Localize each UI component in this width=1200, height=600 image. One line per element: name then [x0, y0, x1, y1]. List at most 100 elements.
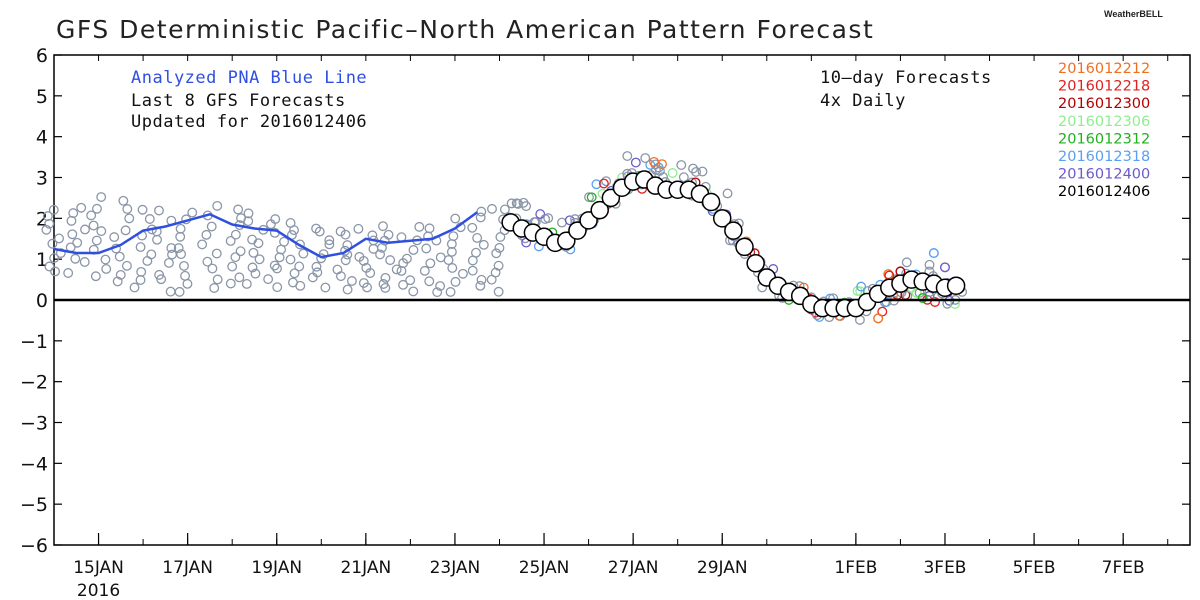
latest-marker [701, 192, 721, 212]
history-marker [324, 239, 335, 250]
forecast-marker [598, 178, 609, 189]
history-marker [241, 279, 252, 289]
history-marker [90, 271, 101, 282]
history-marker [174, 286, 185, 297]
history-marker [457, 268, 468, 279]
history-marker [247, 262, 258, 273]
history-marker [414, 221, 425, 232]
history-marker [405, 275, 416, 286]
history-marker [450, 276, 461, 287]
history-marker [135, 242, 146, 253]
y-tick-label: 0 [36, 290, 48, 312]
history-marker [67, 229, 78, 240]
x-tick-label: 1FEB [834, 558, 877, 578]
history-marker [44, 218, 55, 229]
history-marker [136, 266, 147, 277]
history-marker [250, 268, 261, 279]
forecast-end-marker [917, 292, 928, 303]
history-marker [154, 269, 165, 280]
history-marker [335, 271, 346, 282]
forecast-marker [521, 201, 532, 212]
latest-forecast-markers [501, 170, 966, 318]
forecast-marker [601, 176, 612, 187]
forecast-marker [676, 160, 687, 170]
history-marker [182, 278, 193, 289]
history-marker [342, 284, 353, 295]
history-marker [233, 204, 244, 215]
history-marker [289, 268, 300, 279]
y-tick-label: 1 [36, 249, 48, 271]
history-marker [467, 222, 478, 233]
history-marker [243, 216, 254, 227]
forecast-marker [722, 188, 733, 199]
history-marker [312, 267, 323, 278]
history-marker [154, 205, 164, 216]
history-marker [247, 234, 258, 245]
right-annotation: 10–day Forecasts 4x Daily [820, 68, 991, 111]
annotation-4x-daily: 4x Daily [820, 91, 906, 111]
history-marker [311, 261, 322, 272]
history-marker [79, 257, 90, 267]
history-marker [209, 283, 220, 293]
history-marker [254, 254, 265, 265]
forecast-end-marker [928, 248, 939, 259]
x-tick-label: 3FEB [923, 558, 966, 578]
history-marker [493, 260, 504, 271]
annotation-updated: Updated for 2016012406 [131, 112, 367, 132]
latest-marker [946, 276, 966, 295]
history-marker [118, 195, 129, 206]
history-marker [353, 223, 364, 234]
history-marker [272, 282, 283, 293]
history-marker [270, 214, 281, 225]
history-marker [398, 279, 409, 290]
legend-entry: 2016012406 [1058, 184, 1150, 200]
history-marker [408, 286, 419, 297]
forecast-marker [564, 215, 575, 226]
history-marker [80, 224, 90, 235]
history-marker [173, 243, 184, 254]
history-marker [137, 204, 148, 215]
x-tick-label: 21JAN [340, 558, 391, 578]
forecast-marker [622, 151, 633, 162]
history-marker [358, 278, 369, 288]
history-marker [408, 245, 419, 255]
x-axis: 15JAN 17JAN 19JAN 21JAN 23JAN 25JAN 27JAN 29JAN… [53, 55, 1169, 600]
x-tick-label: 23JAN [430, 558, 481, 578]
history-marker [235, 246, 246, 257]
history-marker [494, 242, 505, 253]
history-marker [86, 210, 97, 221]
history-marker [295, 239, 305, 250]
y-tick-label: −5 [20, 494, 48, 516]
history-marker [121, 260, 132, 271]
forecast-marker [630, 157, 641, 168]
history-marker [76, 202, 87, 213]
history-marker [165, 286, 176, 297]
history-marker [225, 235, 236, 246]
history-marker [211, 248, 222, 259]
history-marker [42, 211, 53, 222]
history-marker [230, 229, 241, 240]
history-marker [448, 231, 459, 242]
y-tick-label: −4 [20, 453, 48, 475]
history-marker [144, 214, 155, 224]
history-marker [361, 262, 372, 273]
history-marker [146, 249, 157, 260]
history-marker [476, 206, 487, 217]
history-marker [475, 212, 486, 223]
history-marker [54, 233, 65, 244]
forecast-end-marker [939, 262, 950, 273]
history-marker [383, 229, 394, 240]
history-marker [163, 257, 174, 268]
legend-entry: 2016012312 [1058, 131, 1150, 147]
history-marker [424, 223, 435, 234]
history-marker [50, 266, 61, 277]
history-marker [47, 238, 58, 249]
history-marker [274, 252, 285, 263]
x-tick-label: 7FEB [1102, 558, 1145, 578]
history-marker [112, 276, 123, 287]
annotation-last-forecasts: Last 8 GFS Forecasts [131, 91, 346, 111]
history-marker [248, 247, 259, 258]
history-marker [475, 280, 486, 291]
x-tick-label: 29JAN [697, 558, 748, 578]
